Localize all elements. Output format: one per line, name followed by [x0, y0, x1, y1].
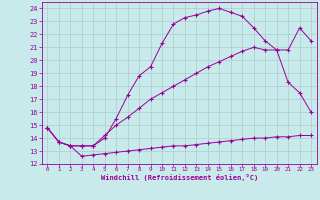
X-axis label: Windchill (Refroidissement éolien,°C): Windchill (Refroidissement éolien,°C) — [100, 174, 258, 181]
